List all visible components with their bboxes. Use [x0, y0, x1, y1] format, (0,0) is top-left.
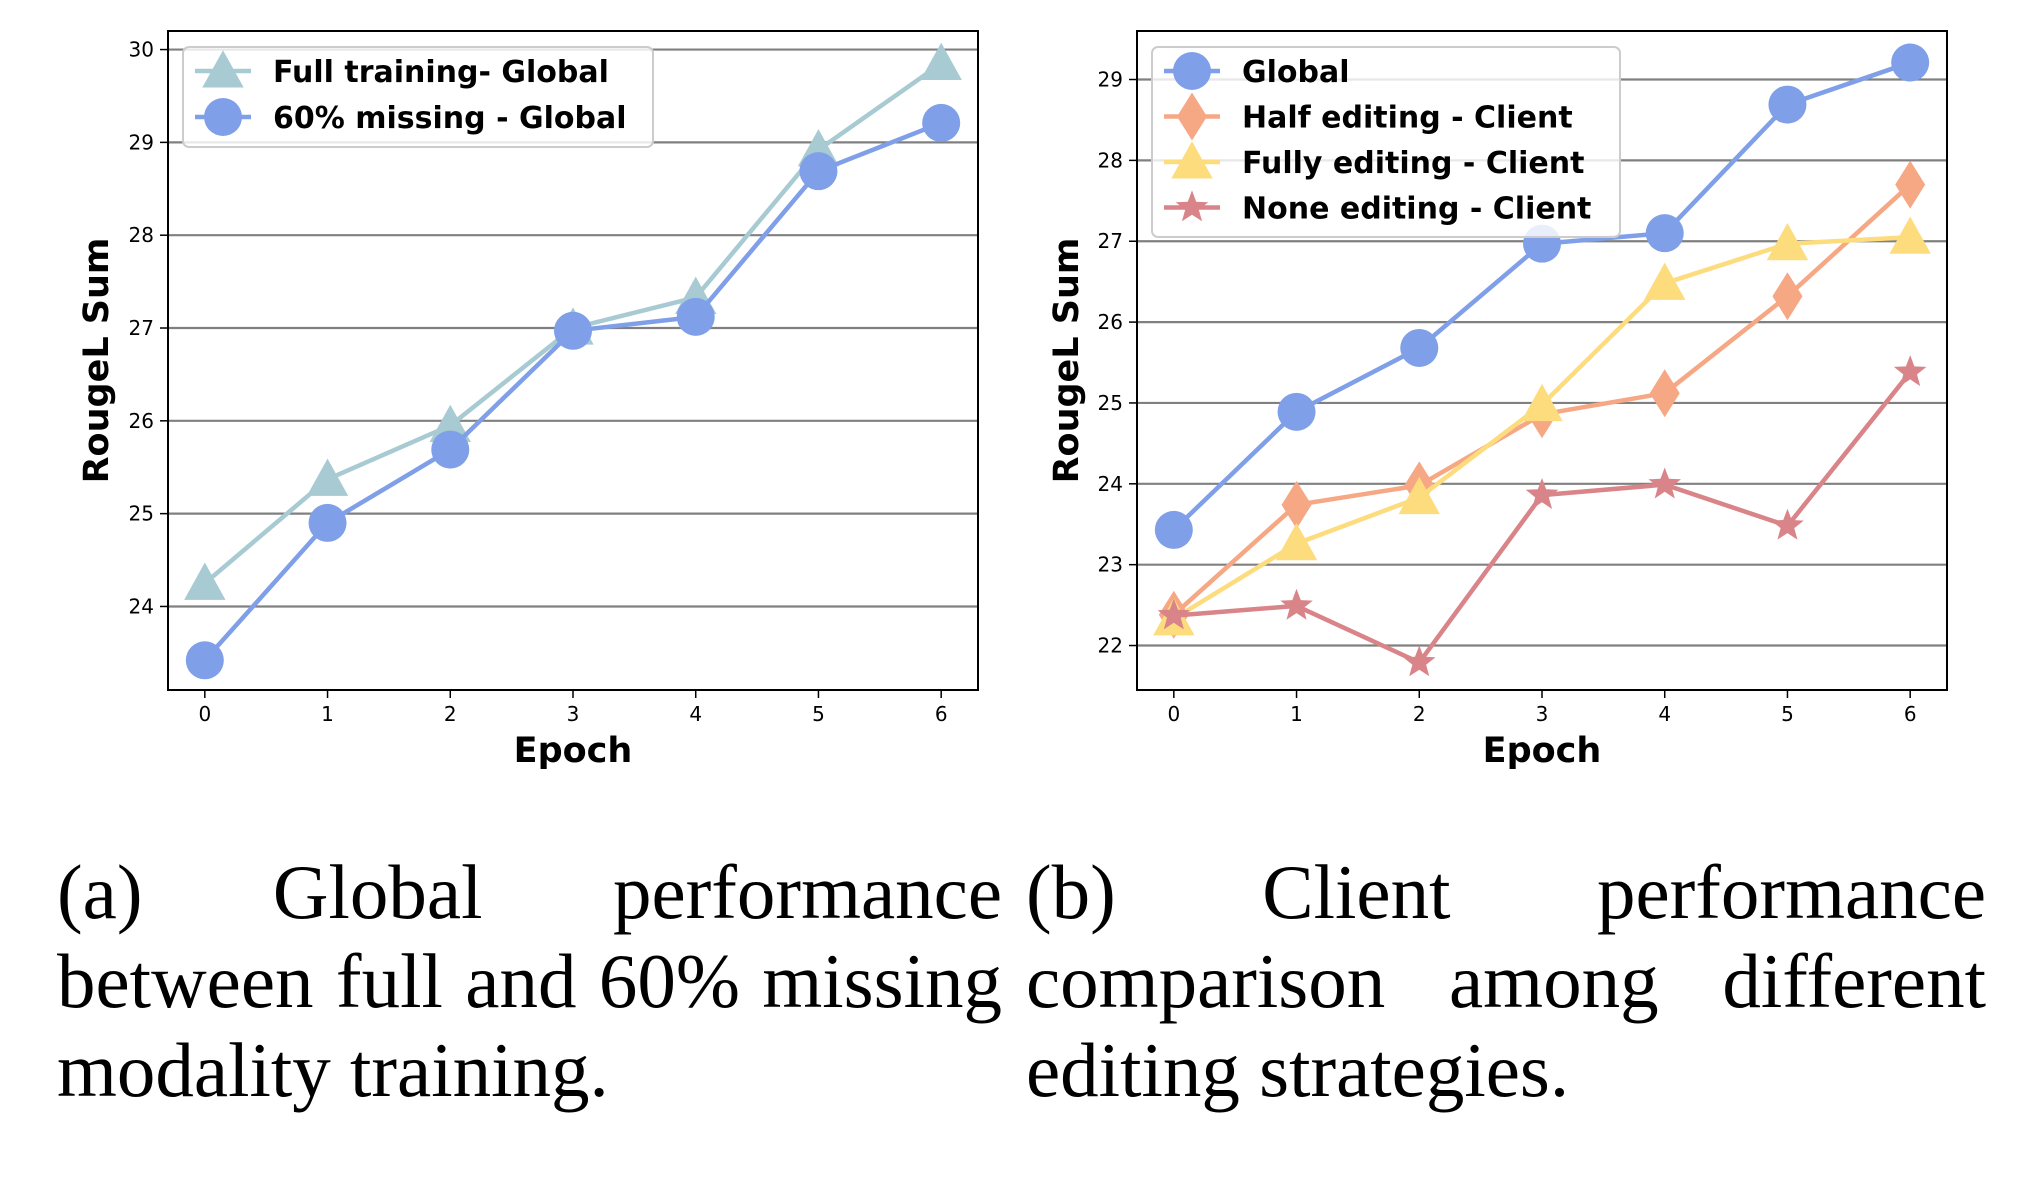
- data-point: [1772, 272, 1803, 321]
- series-2: [1153, 216, 1931, 636]
- data-point: [676, 297, 715, 336]
- data-point: [1649, 369, 1680, 418]
- series-3: [1157, 355, 1927, 677]
- legend-label: 60% missing - Global: [273, 101, 626, 136]
- data-point: [1771, 508, 1804, 540]
- legend: Global Half editing - Client Fully editing…: [1151, 46, 1621, 238]
- y-tick-label: 24: [1098, 472, 1123, 496]
- y-tick-label: 25: [129, 502, 154, 526]
- data-point: [1400, 328, 1439, 367]
- x-axis-title: Epoch: [514, 731, 633, 771]
- legend-marker: [1177, 92, 1207, 141]
- x-axis-title: Epoch: [1483, 731, 1602, 771]
- y-axis-title: RougeL Sum: [77, 238, 117, 484]
- data-point: [920, 42, 962, 81]
- y-tick-label: 28: [1098, 148, 1123, 172]
- x-tick-label: 2: [444, 702, 457, 726]
- data-point: [1280, 588, 1313, 620]
- data-point: [554, 311, 592, 350]
- data-point: [1525, 478, 1559, 509]
- data-point: [308, 503, 347, 542]
- data-point: [1889, 216, 1931, 254]
- data-point: [306, 458, 349, 496]
- x-tick-label: 0: [1167, 702, 1180, 726]
- legend-marker: [204, 98, 242, 136]
- data-point: [185, 641, 224, 680]
- caption-a: (a) Global performance between full and …: [57, 849, 1002, 1113]
- y-tick-label: 30: [129, 38, 154, 62]
- data-point: [1891, 43, 1930, 82]
- plot-frame: [167, 30, 979, 691]
- data-point: [1403, 645, 1436, 677]
- data-point: [1277, 392, 1316, 431]
- chart-a: 24 25 26 27 28 29 30 0 1 2 3 4 5 6 Epoch RougeL Sum Full…: [77, 30, 979, 771]
- x-tick-label: 0: [198, 702, 211, 726]
- data-point: [1644, 262, 1686, 300]
- y-tick-label: 23: [1098, 553, 1123, 577]
- legend-label: None editing - Client: [1242, 192, 1591, 227]
- legend: Full training- Global 60% missing - Globa…: [182, 46, 654, 148]
- data-point: [429, 404, 471, 443]
- data-point: [1281, 480, 1312, 529]
- y-tick-label: 28: [129, 223, 154, 247]
- y-tick-label: 26: [129, 409, 154, 433]
- data-point: [184, 562, 226, 600]
- x-tick-label: 6: [1904, 702, 1917, 726]
- data-point: [799, 152, 838, 191]
- data-point: [1157, 598, 1191, 630]
- x-tick-label: 1: [1290, 702, 1303, 726]
- y-tick-label: 22: [1098, 634, 1123, 658]
- series-line: [203, 120, 943, 662]
- legend-marker: [1173, 52, 1211, 90]
- data-point: [1766, 222, 1809, 261]
- y-tick-label: 29: [129, 130, 154, 154]
- legend-label: Global: [1242, 55, 1350, 90]
- caption-b: (b) Client performance comparison among …: [1026, 849, 1986, 1113]
- y-axis-title: RougeL Sum: [1047, 238, 1087, 484]
- y-tick-label: 27: [129, 316, 154, 340]
- legend-label: Half editing - Client: [1242, 101, 1573, 136]
- x-tick-label: 1: [321, 702, 334, 726]
- data-point: [1648, 467, 1681, 499]
- x-tick-label: 3: [567, 702, 580, 726]
- y-tick-label: 26: [1098, 310, 1123, 334]
- legend-label: Fully editing - Client: [1242, 146, 1584, 181]
- x-tick-label: 3: [1536, 702, 1549, 726]
- data-point: [431, 430, 470, 469]
- y-tick-label: 27: [1098, 229, 1123, 253]
- data-point: [1645, 214, 1684, 253]
- data-point: [1521, 383, 1563, 422]
- y-tick-label: 24: [129, 594, 154, 618]
- x-tick-label: 2: [1413, 702, 1426, 726]
- data-point: [1154, 510, 1193, 549]
- legend-marker: [1171, 141, 1213, 179]
- x-tick-label: 5: [1781, 702, 1794, 726]
- legend-marker: [202, 50, 244, 88]
- x-tick-label: 4: [689, 702, 702, 726]
- x-tick-label: 4: [1658, 702, 1671, 726]
- y-tick-label: 25: [1098, 391, 1123, 415]
- data-point: [1893, 355, 1927, 387]
- series-1: [185, 103, 961, 680]
- plot-frame: [1136, 30, 1948, 691]
- data-point: [1895, 160, 1926, 209]
- data-point: [1398, 476, 1440, 515]
- data-point: [1275, 522, 1318, 561]
- x-tick-label: 6: [935, 702, 948, 726]
- data-point: [922, 103, 961, 142]
- legend-marker: [1175, 190, 1209, 222]
- y-tick-label: 29: [1098, 68, 1123, 92]
- legend-box: [1151, 46, 1621, 238]
- legend-label: Full training- Global: [273, 55, 609, 90]
- legend-box: [182, 46, 654, 148]
- x-tick-label: 5: [812, 702, 825, 726]
- data-point: [1768, 85, 1807, 124]
